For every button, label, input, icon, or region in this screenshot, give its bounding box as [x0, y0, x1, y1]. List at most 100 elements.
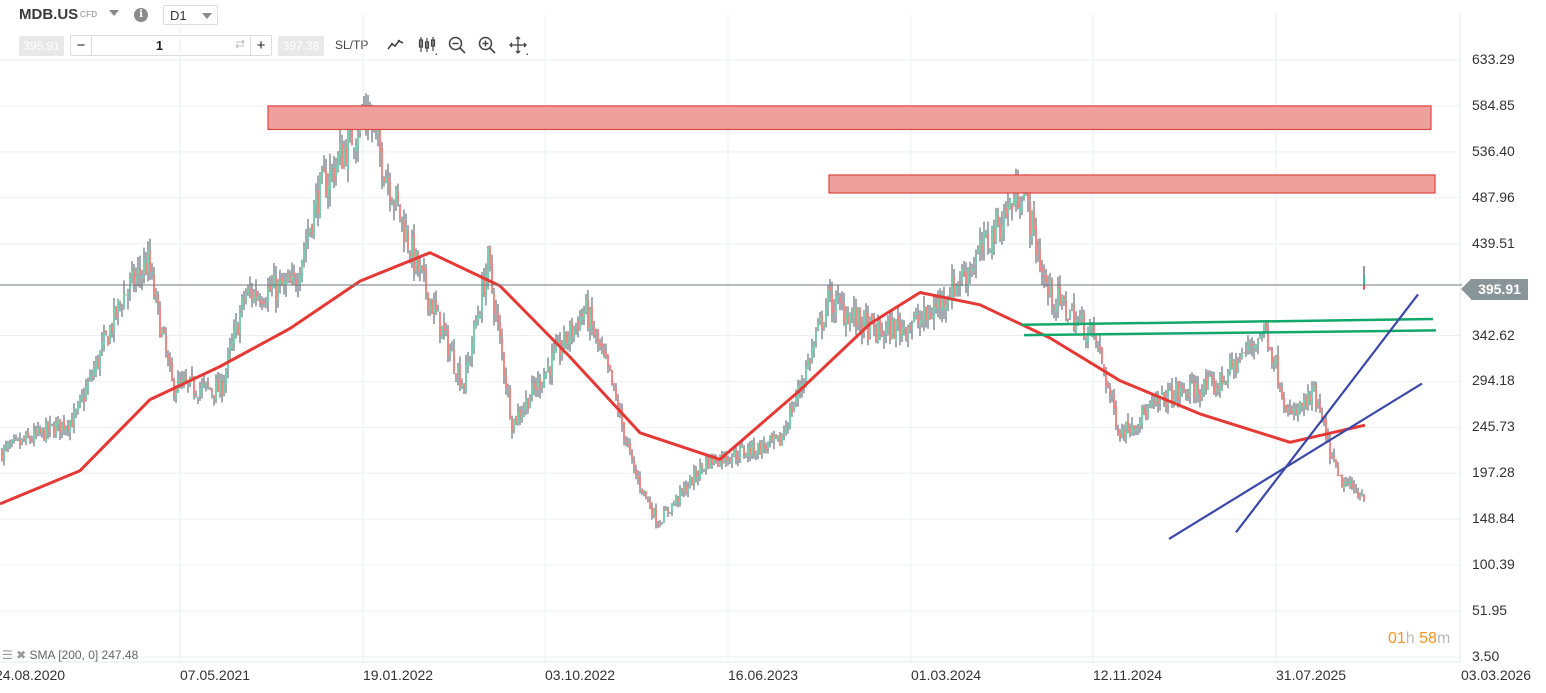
line-chart-icon[interactable]	[385, 34, 407, 56]
candle	[37, 421, 39, 437]
candle	[389, 172, 391, 212]
info-icon[interactable]: i	[134, 8, 148, 22]
candle	[663, 505, 665, 524]
candle	[1225, 380, 1227, 386]
symbol-dropdown-icon[interactable]	[109, 10, 119, 16]
candle	[667, 506, 669, 518]
candle	[251, 282, 253, 308]
support-line[interactable]	[1023, 329, 1437, 337]
candle	[777, 434, 779, 442]
resistance-zone[interactable]	[828, 174, 1436, 194]
candle	[665, 506, 667, 511]
swap-icon[interactable]: ⇄	[234, 37, 245, 51]
candlestick-icon[interactable]	[416, 34, 438, 56]
quantity-input[interactable]: 1	[155, 38, 164, 53]
candle	[1133, 425, 1135, 436]
candle	[743, 444, 745, 459]
candle	[925, 306, 927, 328]
candle	[529, 394, 531, 409]
candle	[635, 464, 637, 480]
quantity-stepper[interactable]: − 1 ⇄ +	[70, 35, 272, 56]
candle	[245, 288, 247, 305]
decrease-quantity-button[interactable]: −	[71, 36, 92, 55]
candle	[523, 402, 525, 418]
candle	[513, 418, 515, 434]
sma-200-line[interactable]	[0, 251, 1366, 506]
candle	[93, 361, 95, 381]
candle	[1041, 259, 1043, 285]
trend-line[interactable]	[1235, 293, 1419, 534]
candle	[1137, 423, 1139, 436]
candle	[973, 256, 975, 276]
candle	[685, 480, 687, 496]
candle	[769, 435, 771, 448]
candle	[459, 356, 461, 391]
candle	[623, 421, 625, 446]
candle	[191, 366, 193, 381]
candle	[67, 419, 69, 437]
candle	[317, 175, 319, 227]
zoom-in-icon[interactable]	[476, 34, 498, 56]
candle	[1131, 417, 1133, 436]
candle	[881, 322, 883, 338]
candle	[1273, 356, 1275, 372]
candle	[61, 421, 63, 438]
buy-price-button[interactable]: 397.38	[278, 36, 324, 56]
candle	[617, 394, 619, 418]
candle	[261, 296, 263, 310]
candle	[205, 381, 207, 392]
candle	[445, 322, 447, 337]
candle	[607, 354, 609, 373]
candle	[693, 464, 695, 491]
sl-tp-button[interactable]: SL/TP	[335, 38, 369, 52]
remove-indicator-icon[interactable]: ✖	[16, 648, 27, 662]
candle	[1081, 306, 1083, 323]
candle	[219, 373, 221, 398]
candle	[737, 450, 739, 467]
candle	[207, 377, 209, 390]
candle	[225, 367, 227, 394]
candle	[599, 338, 601, 351]
candle	[59, 419, 61, 441]
candle	[253, 288, 255, 304]
candle	[1005, 200, 1007, 219]
sell-price-button[interactable]: 395.91	[19, 36, 64, 56]
support-line[interactable]	[1021, 317, 1434, 326]
candle	[587, 289, 589, 332]
candle	[753, 437, 755, 459]
candle	[829, 278, 831, 303]
candle	[811, 338, 813, 364]
candle	[1351, 477, 1353, 490]
candle	[1363, 493, 1365, 503]
candle	[195, 390, 197, 398]
candle	[1057, 276, 1059, 319]
date-tick-label: 19.01.2022	[363, 667, 434, 683]
candle	[941, 290, 943, 323]
candle	[863, 310, 865, 339]
move-icon[interactable]	[507, 34, 529, 56]
trend-line[interactable]	[1168, 382, 1423, 540]
increase-quantity-button[interactable]: +	[250, 36, 271, 55]
candle	[155, 288, 157, 303]
symbol-name[interactable]: MDB.US	[19, 6, 79, 23]
candle	[271, 274, 273, 297]
zoom-out-icon[interactable]	[446, 34, 468, 56]
timeframe-select[interactable]: D1	[163, 5, 218, 25]
candle	[1043, 264, 1045, 289]
indicator-settings-icon[interactable]: ☰	[2, 648, 13, 662]
candle	[143, 247, 145, 284]
candle	[515, 415, 517, 426]
candle	[683, 481, 685, 498]
candle	[789, 403, 791, 430]
resistance-zone[interactable]	[267, 105, 1432, 131]
candle	[141, 269, 143, 291]
candle	[1117, 424, 1119, 436]
candle	[329, 153, 331, 207]
candle	[287, 269, 289, 284]
candle	[533, 376, 535, 396]
candle	[985, 230, 987, 238]
candle	[537, 371, 539, 397]
candle	[637, 470, 639, 485]
candle	[1029, 192, 1031, 249]
